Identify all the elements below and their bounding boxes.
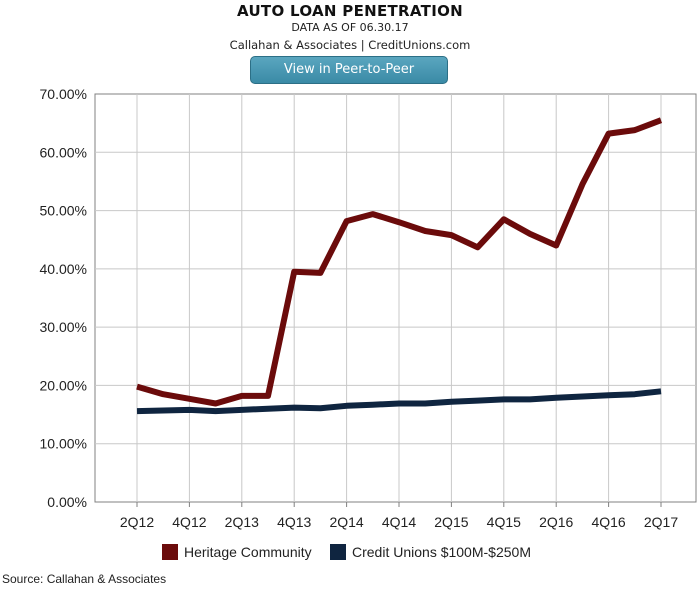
line-chart: 0.00% 10.00% 20.00% 30.00% 40.00% 50.00% 60.00…: [40, 86, 697, 530]
x-tick-label: 2Q14: [329, 514, 363, 530]
x-tick-label: 2Q16: [539, 514, 573, 530]
y-tick-label: 70.00%: [40, 86, 87, 102]
plot-area: [94, 93, 697, 503]
x-tick-label: 2Q12: [120, 514, 154, 530]
legend-swatch-heritage: [162, 544, 178, 560]
legend-label-peer: Credit Unions $100M-$250M: [352, 544, 531, 560]
view-in-peer-to-peer-button[interactable]: View in Peer-to-Peer: [250, 56, 448, 84]
y-tick-label: 0.00%: [47, 494, 87, 510]
x-tick-label: 4Q15: [487, 514, 521, 530]
credit-line: Callahan & Associates | CreditUnions.com: [229, 38, 471, 52]
y-tick-label: 50.00%: [40, 203, 87, 219]
legend-item-heritage: Heritage Community: [162, 544, 312, 560]
y-tick-label: 30.00%: [40, 319, 87, 335]
legend-label-heritage: Heritage Community: [184, 544, 312, 560]
x-tick-label: 2Q13: [225, 514, 259, 530]
legend-swatch-peer: [330, 544, 346, 560]
chart-title: AUTO LOAN PENETRATION: [237, 2, 463, 20]
x-tick-label: 2Q17: [644, 514, 678, 530]
x-tick-label: 4Q12: [172, 514, 206, 530]
legend-item-peer: Credit Unions $100M-$250M: [330, 544, 531, 560]
y-tick-label: 40.00%: [40, 261, 87, 277]
legend: Heritage Community Credit Unions $100M-$…: [0, 544, 700, 566]
x-tick-label: 2Q15: [434, 514, 468, 530]
x-tick-label: 4Q16: [591, 514, 625, 530]
x-tick-label: 4Q14: [382, 514, 416, 530]
x-tick-label: 4Q13: [277, 514, 311, 530]
series-line-heritage: [136, 117, 663, 407]
data-date: DATA AS OF 06.30.17: [291, 21, 409, 34]
footer-source: Source: Callahan & Associates: [2, 572, 167, 586]
y-tick-label: 10.00%: [40, 436, 87, 452]
y-tick-label: 60.00%: [40, 144, 87, 160]
series-line-peer: [136, 388, 662, 415]
y-tick-label: 20.00%: [40, 377, 87, 393]
